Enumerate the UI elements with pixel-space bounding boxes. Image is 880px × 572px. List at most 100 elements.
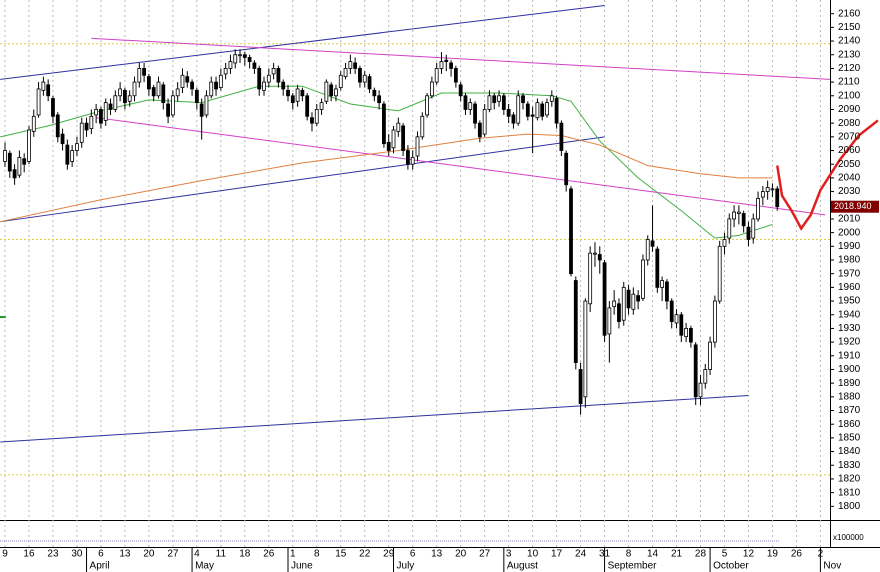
candle-body xyxy=(166,103,170,117)
candle-body xyxy=(252,62,257,69)
candle-body xyxy=(703,369,708,384)
candle-body xyxy=(487,95,492,110)
y-tick-label: 2130 xyxy=(838,49,861,60)
candle-body xyxy=(161,84,166,104)
x-tick-label: 11 xyxy=(216,549,227,560)
x-tick-label: 14 xyxy=(647,549,659,560)
candle-body xyxy=(439,61,444,69)
candle-body xyxy=(665,281,669,302)
candle-body xyxy=(732,211,736,220)
candle-body xyxy=(775,188,780,208)
candle-body xyxy=(362,74,367,83)
month-label: May xyxy=(195,561,214,572)
candle-body xyxy=(641,259,645,299)
candle-body xyxy=(535,102,540,119)
candle-body xyxy=(578,369,583,405)
candle-body xyxy=(588,252,593,305)
y-tick-label: 2060 xyxy=(838,145,861,156)
month-label: April xyxy=(90,561,110,572)
y-tick-label: 2040 xyxy=(838,173,861,184)
y-tick-label: 2140 xyxy=(838,36,861,47)
candle-body xyxy=(655,248,660,288)
candle-body xyxy=(233,54,238,64)
y-tick-label: 1860 xyxy=(838,419,861,430)
candle-body xyxy=(406,150,410,165)
volume-label: x100000 xyxy=(833,533,864,542)
candle-body xyxy=(722,239,727,247)
y-tick-label: 1810 xyxy=(838,487,861,498)
candle-body xyxy=(108,103,113,110)
y-tick-label: 2070 xyxy=(838,131,861,142)
candle-body xyxy=(214,81,218,90)
candle-body xyxy=(46,84,51,97)
x-tick-label: 16 xyxy=(23,549,35,560)
y-tick-label: 2120 xyxy=(838,63,861,74)
candle-body xyxy=(123,89,127,104)
candle-body xyxy=(468,102,473,110)
candle-body xyxy=(631,293,636,310)
candle-body xyxy=(65,144,70,165)
candle-body xyxy=(453,68,458,83)
x-tick-label: 13 xyxy=(119,549,131,560)
candle-body xyxy=(314,109,319,124)
candle-body xyxy=(573,280,578,364)
y-tick-label: 1850 xyxy=(838,433,861,444)
candle-body xyxy=(238,54,242,57)
candle-body xyxy=(343,68,348,78)
y-tick-label: 2150 xyxy=(838,22,861,33)
candle-body xyxy=(449,62,453,69)
candle-body xyxy=(223,68,228,75)
overlay-line xyxy=(0,394,749,443)
candle-body xyxy=(756,198,760,220)
candle-body xyxy=(118,88,123,97)
x-tick-label: 6 xyxy=(410,549,416,560)
candle-body xyxy=(156,81,161,97)
candle-body xyxy=(228,61,233,69)
candle-body xyxy=(549,95,554,102)
candle-body xyxy=(420,115,425,138)
candle-body xyxy=(194,89,199,104)
candle-body xyxy=(415,136,420,157)
candle-body xyxy=(396,122,401,132)
candle-body xyxy=(175,88,180,97)
candle-body xyxy=(434,68,439,83)
candle-body xyxy=(429,81,434,97)
candle-body xyxy=(741,213,746,227)
x-tick-label: 29 xyxy=(383,549,395,560)
candle-body xyxy=(51,98,55,117)
candle-body xyxy=(170,95,175,116)
y-tick-label: 1900 xyxy=(838,364,861,375)
y-tick-label: 2160 xyxy=(838,8,861,19)
candle-body xyxy=(358,68,362,83)
candle-body xyxy=(55,114,60,138)
candle-body xyxy=(372,89,377,97)
candle-body xyxy=(708,341,712,370)
month-label: September xyxy=(608,561,658,572)
candle-body xyxy=(329,84,334,97)
candle-body xyxy=(401,125,406,151)
candle-body xyxy=(84,122,89,131)
candle-body xyxy=(391,129,396,149)
candle-body xyxy=(75,143,79,151)
candle-body xyxy=(621,286,626,321)
x-tick-label: 30 xyxy=(71,549,83,560)
candle-body xyxy=(492,95,497,104)
candle-body xyxy=(70,150,75,162)
y-tick-label: 1870 xyxy=(838,405,861,416)
y-tick-label: 1840 xyxy=(838,446,861,457)
candle-body xyxy=(276,68,281,83)
candle-body xyxy=(597,254,602,261)
overlay-line xyxy=(91,37,831,80)
candle-body xyxy=(300,89,305,97)
candle-body xyxy=(79,122,84,143)
candle-body xyxy=(569,188,573,275)
candle-body xyxy=(22,158,27,165)
x-tick-label: 8 xyxy=(626,549,632,560)
month-label: July xyxy=(397,561,415,572)
candle-body xyxy=(41,81,46,91)
x-tick-label: 15 xyxy=(335,549,347,560)
candle-body xyxy=(266,74,271,83)
candle-body xyxy=(132,81,137,97)
x-tick-label: 26 xyxy=(263,549,275,560)
candle-body xyxy=(3,150,7,162)
